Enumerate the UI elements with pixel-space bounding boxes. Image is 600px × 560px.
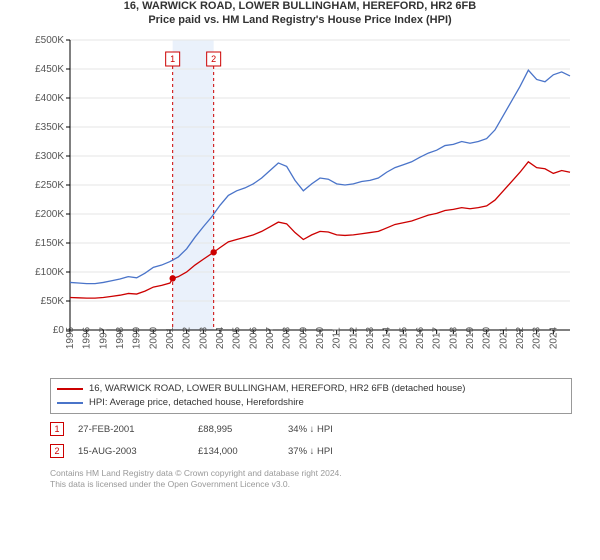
svg-text:1: 1	[170, 54, 175, 64]
legend-label: HPI: Average price, detached house, Here…	[89, 396, 304, 410]
sale-row-1: 1 27-FEB-2001 £88,995 34% ↓ HPI	[50, 422, 572, 436]
svg-text:2002: 2002	[182, 326, 193, 349]
svg-text:2021: 2021	[498, 326, 509, 349]
svg-text:£300K: £300K	[35, 151, 64, 162]
svg-text:1999: 1999	[132, 326, 143, 349]
sale-date: 27-FEB-2001	[78, 424, 198, 435]
svg-text:2017: 2017	[432, 326, 443, 349]
footer-line-1: Contains HM Land Registry data © Crown c…	[50, 468, 572, 479]
svg-text:£500K: £500K	[35, 35, 64, 46]
svg-text:£200K: £200K	[35, 209, 64, 220]
svg-text:2: 2	[211, 54, 216, 64]
svg-text:2019: 2019	[465, 326, 476, 349]
sale-row-2: 2 15-AUG-2003 £134,000 37% ↓ HPI	[50, 444, 572, 458]
svg-text:2013: 2013	[365, 326, 376, 349]
legend-swatch	[57, 388, 83, 390]
sale-pct: 34% ↓ HPI	[288, 424, 368, 435]
svg-text:2009: 2009	[298, 326, 309, 349]
svg-text:£350K: £350K	[35, 122, 64, 133]
chart-subtitle: Price paid vs. HM Land Registry's House …	[0, 14, 600, 26]
sale-marker-1-icon: 1	[50, 422, 64, 436]
sale-date: 15-AUG-2003	[78, 446, 198, 457]
svg-text:£100K: £100K	[35, 267, 64, 278]
svg-text:1997: 1997	[98, 326, 109, 349]
legend-swatch	[57, 402, 83, 404]
sale-price: £88,995	[198, 424, 288, 435]
svg-text:1995: 1995	[65, 326, 76, 349]
svg-text:2007: 2007	[265, 326, 276, 349]
svg-text:£450K: £450K	[35, 64, 64, 75]
price-chart: £0 £50K £100K £150K £200K £250K £300K £350K £400…	[20, 30, 580, 370]
svg-text:2020: 2020	[482, 326, 493, 349]
legend-label: 16, WARWICK ROAD, LOWER BULLINGHAM, HERE…	[89, 382, 465, 396]
svg-text:2014: 2014	[382, 326, 393, 349]
sale-marker-2-icon: 2	[50, 444, 64, 458]
sale-pct: 37% ↓ HPI	[288, 446, 368, 457]
chart-title: 16, WARWICK ROAD, LOWER BULLINGHAM, HERE…	[0, 0, 600, 12]
legend-row-hpi: HPI: Average price, detached house, Here…	[57, 396, 565, 410]
svg-text:2016: 2016	[415, 326, 426, 349]
svg-text:2023: 2023	[532, 326, 543, 349]
svg-text:2010: 2010	[315, 326, 326, 349]
legend-row-property: 16, WARWICK ROAD, LOWER BULLINGHAM, HERE…	[57, 382, 565, 396]
svg-text:2022: 2022	[515, 326, 526, 349]
svg-text:£50K: £50K	[41, 296, 65, 307]
footer-line-2: This data is licensed under the Open Gov…	[50, 479, 572, 490]
svg-text:2024: 2024	[548, 326, 559, 349]
svg-text:2004: 2004	[215, 326, 226, 349]
svg-text:1998: 1998	[115, 326, 126, 349]
svg-text:2008: 2008	[282, 326, 293, 349]
svg-text:2000: 2000	[148, 326, 159, 349]
svg-text:2015: 2015	[398, 326, 409, 349]
svg-text:£0: £0	[53, 325, 65, 336]
legend: 16, WARWICK ROAD, LOWER BULLINGHAM, HERE…	[50, 378, 572, 414]
svg-text:2011: 2011	[332, 327, 343, 349]
svg-text:2018: 2018	[448, 326, 459, 349]
svg-text:£150K: £150K	[35, 238, 64, 249]
svg-text:2001: 2001	[165, 326, 176, 349]
svg-text:£250K: £250K	[35, 180, 64, 191]
svg-text:2006: 2006	[248, 326, 259, 349]
sale-price: £134,000	[198, 446, 288, 457]
svg-text:1996: 1996	[82, 326, 93, 349]
svg-text:2012: 2012	[348, 326, 359, 349]
svg-text:£400K: £400K	[35, 93, 64, 104]
svg-text:2003: 2003	[198, 326, 209, 349]
footer: Contains HM Land Registry data © Crown c…	[50, 468, 572, 490]
svg-text:2005: 2005	[232, 326, 243, 349]
